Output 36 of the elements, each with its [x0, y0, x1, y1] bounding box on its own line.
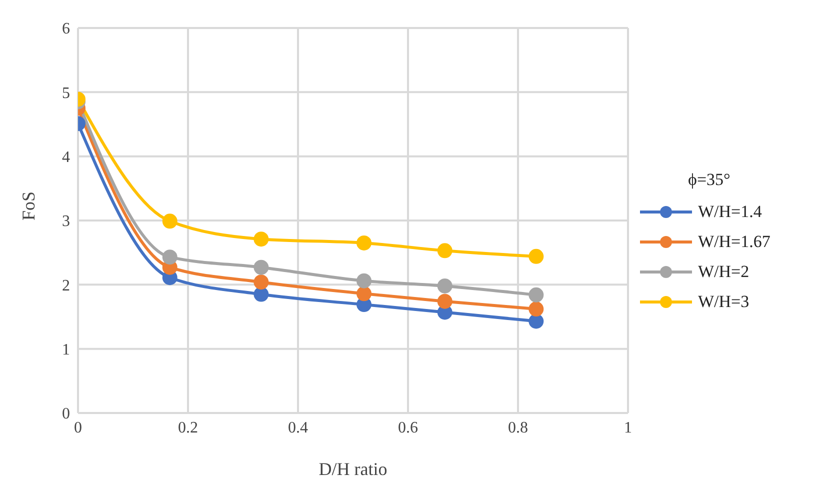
point [437, 278, 452, 294]
y-tick-label: 0 [62, 406, 70, 423]
point [437, 294, 452, 309]
point [254, 286, 269, 302]
x-tick-label: 0.4 [288, 419, 308, 436]
y-tick-label: 5 [62, 84, 70, 102]
point [162, 250, 178, 265]
x-tick-label: 1 [624, 419, 632, 436]
x-axis-title: D/H ratio [318, 459, 388, 479]
point [528, 287, 544, 302]
legend-label: W/H=3 [698, 292, 750, 312]
point [437, 243, 452, 258]
point [254, 274, 269, 290]
y-tick-label: 2 [62, 277, 70, 294]
point [162, 214, 178, 229]
x-tick-label: 0.8 [508, 419, 528, 436]
y-tick-label: 4 [62, 149, 70, 166]
y-tick-label: 6 [62, 20, 70, 38]
y-axis-title: FoS [18, 191, 38, 220]
legend-label: W/H=1.67 [698, 232, 770, 252]
point [254, 260, 269, 275]
point [528, 314, 544, 329]
point [356, 235, 372, 250]
point [254, 232, 269, 247]
x-tick-label: 0.6 [398, 419, 418, 436]
legend-label: W/H=1.4 [698, 202, 762, 222]
x-tick-label: 0 [74, 419, 82, 436]
y-tick-label: 1 [62, 342, 70, 359]
point [528, 302, 544, 317]
legend-title: ϕ=35° [688, 170, 732, 190]
legend-label: W/H=2 [698, 262, 750, 282]
point [356, 273, 372, 288]
x-tick-label: 0.2 [178, 419, 198, 436]
point [356, 286, 372, 302]
point [528, 248, 544, 264]
y-tick-label: 3 [62, 213, 70, 230]
